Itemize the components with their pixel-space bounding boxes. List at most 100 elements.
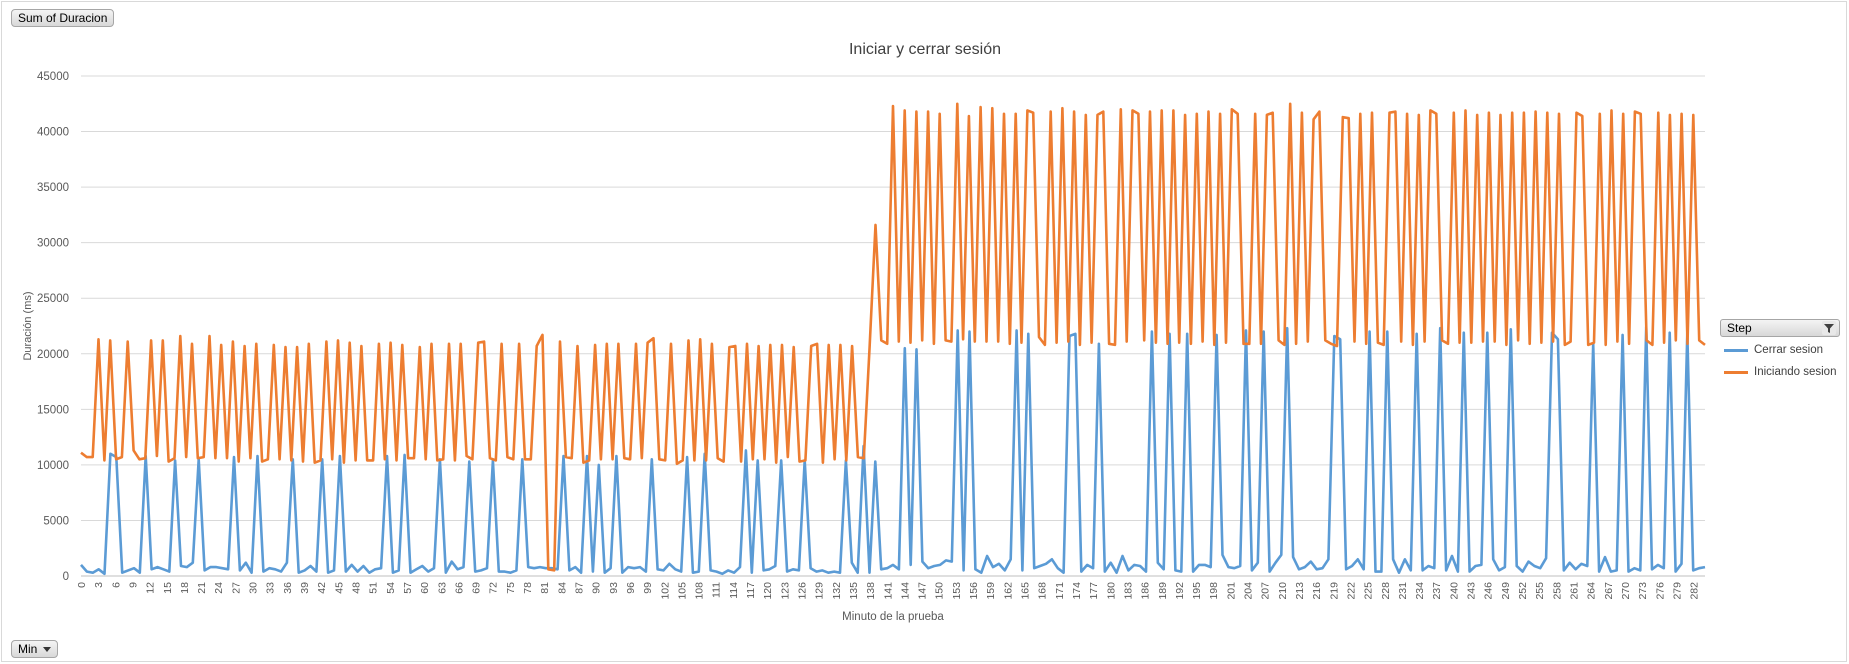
x-tick-label: 21 bbox=[196, 582, 208, 594]
x-tick-label: 264 bbox=[1586, 582, 1598, 600]
x-tick-label: 99 bbox=[642, 582, 654, 594]
x-tick-label: 45 bbox=[333, 582, 345, 594]
legend-item-cerrar[interactable]: Cerrar sesion bbox=[1720, 341, 1840, 359]
x-tick-label: 159 bbox=[985, 582, 997, 600]
x-tick-label: 270 bbox=[1620, 582, 1632, 600]
x-tick-label: 42 bbox=[316, 582, 328, 594]
x-tick-label: 102 bbox=[659, 582, 671, 600]
x-axis-ticks: 0 3 6 9 12 15 18 21 24 27 30 33 36 39 42 45 48 51 54 57 60 63… bbox=[76, 582, 1701, 600]
x-tick-label: 234 bbox=[1414, 582, 1426, 600]
x-tick-label: 276 bbox=[1654, 582, 1666, 600]
x-tick-label: 231 bbox=[1397, 582, 1409, 600]
x-tick-label: 150 bbox=[934, 582, 946, 600]
x-tick-label: 87 bbox=[573, 582, 585, 594]
x-tick-label: 267 bbox=[1603, 582, 1615, 600]
x-tick-label: 30 bbox=[248, 582, 260, 594]
legend-title: Step bbox=[1727, 321, 1752, 335]
x-tick-label: 129 bbox=[814, 582, 826, 600]
x-tick-label: 246 bbox=[1483, 582, 1495, 600]
x-tick-label: 162 bbox=[1002, 582, 1014, 600]
x-tick-label: 63 bbox=[436, 582, 448, 594]
x-tick-label: 198 bbox=[1208, 582, 1220, 600]
legend: Step Cerrar sesion Iniciando sesion bbox=[1720, 319, 1840, 381]
x-tick-label: 255 bbox=[1534, 582, 1546, 600]
x-tick-label: 279 bbox=[1671, 582, 1683, 600]
x-tick-label: 186 bbox=[1140, 582, 1152, 600]
legend-label-iniciando: Iniciando sesion bbox=[1754, 366, 1837, 378]
x-tick-label: 261 bbox=[1568, 582, 1580, 600]
value-field-button[interactable]: Sum of Duracion bbox=[11, 9, 115, 27]
y-tick-label: 30000 bbox=[37, 238, 69, 250]
x-tick-label: 210 bbox=[1277, 582, 1289, 600]
legend-item-iniciando[interactable]: Iniciando sesion bbox=[1720, 363, 1840, 381]
x-tick-label: 81 bbox=[539, 582, 551, 594]
row-field-label: Min bbox=[18, 642, 38, 656]
x-tick-label: 111 bbox=[711, 582, 723, 598]
x-tick-label: 282 bbox=[1689, 582, 1701, 600]
y-tick-label: 10000 bbox=[37, 460, 69, 472]
y-tick-label: 5000 bbox=[43, 515, 69, 527]
series-lines bbox=[80, 102, 1706, 576]
x-tick-label: 54 bbox=[385, 582, 397, 594]
x-tick-label: 141 bbox=[882, 582, 894, 600]
x-tick-label: 189 bbox=[1157, 582, 1169, 600]
y-tick-label: 15000 bbox=[37, 404, 69, 416]
legend-label-cerrar: Cerrar sesion bbox=[1754, 344, 1824, 356]
x-tick-label: 84 bbox=[556, 582, 568, 594]
x-tick-label: 252 bbox=[1517, 582, 1529, 600]
x-tick-label: 237 bbox=[1431, 582, 1443, 600]
x-tick-label: 117 bbox=[745, 582, 757, 599]
x-tick-label: 228 bbox=[1380, 582, 1392, 600]
x-tick-label: 66 bbox=[453, 582, 465, 594]
x-tick-label: 48 bbox=[350, 582, 362, 594]
x-tick-label: 24 bbox=[213, 582, 225, 594]
x-tick-label: 171 bbox=[1054, 582, 1066, 600]
x-tick-label: 222 bbox=[1345, 582, 1357, 600]
chart-title: Iniciar y cerrar sesión bbox=[849, 41, 1001, 58]
x-tick-label: 120 bbox=[762, 582, 774, 600]
x-tick-label: 144 bbox=[899, 582, 911, 600]
x-tick-label: 15 bbox=[162, 582, 174, 594]
x-tick-label: 165 bbox=[1020, 582, 1032, 600]
chevron-down-icon bbox=[43, 647, 52, 653]
x-axis-label: Minuto de la prueba bbox=[842, 611, 944, 623]
x-tick-label: 108 bbox=[694, 582, 706, 600]
y-tick-label: 0 bbox=[63, 571, 69, 583]
x-tick-label: 195 bbox=[1191, 582, 1203, 600]
x-tick-label: 135 bbox=[848, 582, 860, 600]
y-tick-label: 20000 bbox=[37, 349, 69, 361]
filter-icon[interactable] bbox=[1822, 321, 1836, 335]
x-tick-label: 219 bbox=[1328, 582, 1340, 600]
y-axis-label: Duración (ms) bbox=[22, 291, 34, 360]
x-tick-label: 183 bbox=[1122, 582, 1134, 600]
x-tick-label: 192 bbox=[1174, 582, 1186, 600]
x-tick-label: 75 bbox=[505, 582, 517, 594]
x-tick-label: 180 bbox=[1105, 582, 1117, 600]
x-tick-label: 51 bbox=[368, 582, 380, 594]
x-tick-label: 9 bbox=[127, 582, 139, 588]
row-field-button[interactable]: Min bbox=[11, 640, 59, 658]
x-tick-label: 147 bbox=[917, 582, 929, 600]
x-tick-label: 78 bbox=[522, 582, 534, 594]
x-tick-label: 243 bbox=[1466, 582, 1478, 600]
x-tick-label: 240 bbox=[1448, 582, 1460, 600]
x-tick-label: 93 bbox=[608, 582, 620, 594]
x-tick-label: 90 bbox=[591, 582, 603, 594]
x-tick-label: 216 bbox=[1311, 582, 1323, 600]
series-line-cerrar bbox=[80, 325, 1706, 576]
x-tick-label: 36 bbox=[282, 582, 294, 594]
x-tick-label: 213 bbox=[1294, 582, 1306, 600]
value-field-label: Sum of Duracion bbox=[18, 11, 108, 25]
y-tick-label: 45000 bbox=[37, 71, 69, 83]
x-tick-label: 18 bbox=[179, 582, 191, 594]
x-tick-label: 33 bbox=[265, 582, 277, 594]
x-tick-label: 69 bbox=[471, 582, 483, 594]
x-tick-label: 60 bbox=[419, 582, 431, 594]
x-tick-label: 6 bbox=[110, 582, 122, 588]
x-tick-label: 105 bbox=[676, 582, 688, 600]
y-tick-label: 40000 bbox=[37, 127, 69, 139]
x-tick-label: 39 bbox=[299, 582, 311, 594]
legend-field-button[interactable]: Step bbox=[1720, 319, 1840, 337]
x-tick-label: 114 bbox=[728, 582, 740, 599]
